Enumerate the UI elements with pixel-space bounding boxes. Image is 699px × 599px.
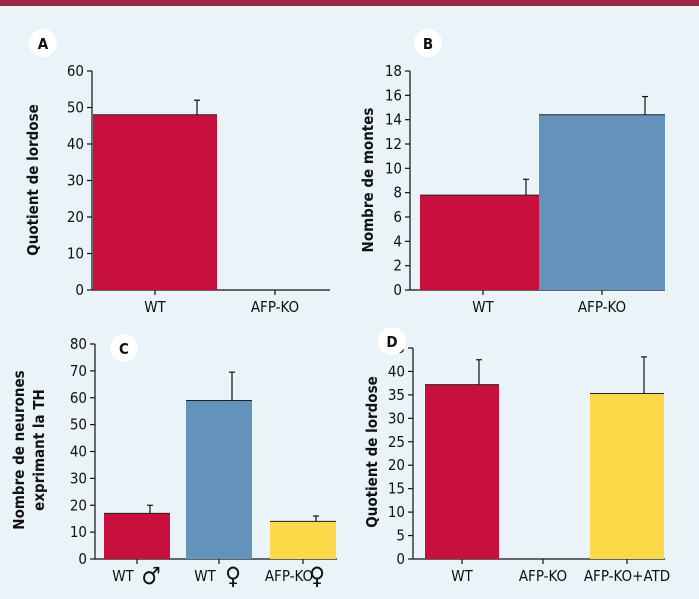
bar <box>590 393 664 559</box>
panel-label: C <box>119 340 129 358</box>
y-axis-title: exprimant la TH <box>30 389 48 511</box>
y-tick-label: 35 <box>388 386 405 404</box>
y-tick-label: 10 <box>388 503 405 521</box>
panel-badge <box>414 29 442 57</box>
y-tick-label: 8 <box>393 184 402 202</box>
y-tick-label: 20 <box>388 456 405 474</box>
x-tick-label: AFP-KO <box>251 298 299 316</box>
y-tick-label: 30 <box>67 172 84 190</box>
y-tick-label: 40 <box>67 135 84 153</box>
y-axis-title: Nombre de montes <box>359 108 377 253</box>
y-tick-label: 5 <box>396 527 405 545</box>
y-tick-label: 6 <box>393 208 402 226</box>
chart-panel-a: 0 10 20 30 40 50 60 WT AFP-KO Quotient de lordose… <box>24 29 330 316</box>
bar <box>420 195 546 290</box>
y-tick-label: 12 <box>385 135 402 153</box>
x-tick-label: WT <box>472 298 494 316</box>
y-tick-label: 30 <box>70 469 87 487</box>
x-tick-label: AFP-KO <box>578 298 626 316</box>
gender-symbol-icon: ♀ <box>225 562 241 590</box>
panel-label: A <box>38 35 49 53</box>
y-tick-label: 10 <box>67 245 84 263</box>
x-tick-label: AFP-KO <box>519 567 567 585</box>
bar <box>186 400 252 559</box>
panel-label: B <box>423 35 433 53</box>
y-tick-label: 80 <box>70 335 87 353</box>
bar <box>270 521 336 559</box>
y-tick-label: 4 <box>393 232 402 250</box>
x-tick-label: WT <box>194 567 216 585</box>
y-tick-label: 0 <box>393 281 402 299</box>
y-tick-label: 40 <box>70 443 87 461</box>
x-tick-label: WT <box>144 298 166 316</box>
y-tick-label: 10 <box>385 159 402 177</box>
bar <box>539 114 665 290</box>
y-tick-label: 50 <box>67 99 84 117</box>
x-tick-label: AFP-KO+ATD <box>584 567 670 585</box>
gender-symbol-icon: ♂ <box>141 562 160 590</box>
y-tick-label: 20 <box>70 496 87 514</box>
y-tick-label: 60 <box>70 389 87 407</box>
y-tick-label: 50 <box>70 416 87 434</box>
chart-panel-d: 051015202530354045WTAFP-KOAFP-KO+ATDQuot… <box>363 327 670 585</box>
x-tick-label: AFP-KO <box>265 567 313 585</box>
bar <box>93 114 217 290</box>
gender-symbol-icon: ♀ <box>309 562 325 590</box>
y-tick-label: 25 <box>388 433 405 451</box>
panel-label: D <box>386 333 397 351</box>
y-tick-label: 14 <box>385 111 402 129</box>
y-axis-title: Quotient de lordose <box>24 104 42 256</box>
y-axis-title: Quotient de lordose <box>363 376 381 528</box>
x-tick-label: WT <box>112 567 134 585</box>
y-tick-label: 40 <box>388 362 405 380</box>
y-tick-label: 18 <box>385 62 402 80</box>
y-tick-label: 16 <box>385 86 402 104</box>
y-tick-label: 10 <box>70 523 87 541</box>
y-tick-label: 0 <box>75 281 84 299</box>
bar <box>425 384 499 559</box>
y-axis-title: Nombre de neurones <box>10 370 28 529</box>
panel-badge <box>378 327 406 355</box>
y-tick-label: 2 <box>393 257 402 275</box>
chart-panel-b: 0 2 4 6 8 10 12 14 16 18 WT AFP-KO Nombre de montes B <box>359 29 665 316</box>
y-tick-label: 20 <box>67 208 84 226</box>
bar <box>104 513 170 559</box>
panel-badge <box>29 29 57 57</box>
y-tick-label: 0 <box>78 550 87 568</box>
y-tick-label: 70 <box>70 362 87 380</box>
y-tick-label: 15 <box>388 480 405 498</box>
x-tick-label: WT <box>451 567 473 585</box>
panel-badge <box>110 334 138 362</box>
y-tick-label: 30 <box>388 409 405 427</box>
y-tick-label: 0 <box>396 550 405 568</box>
y-tick-label: 60 <box>67 62 84 80</box>
